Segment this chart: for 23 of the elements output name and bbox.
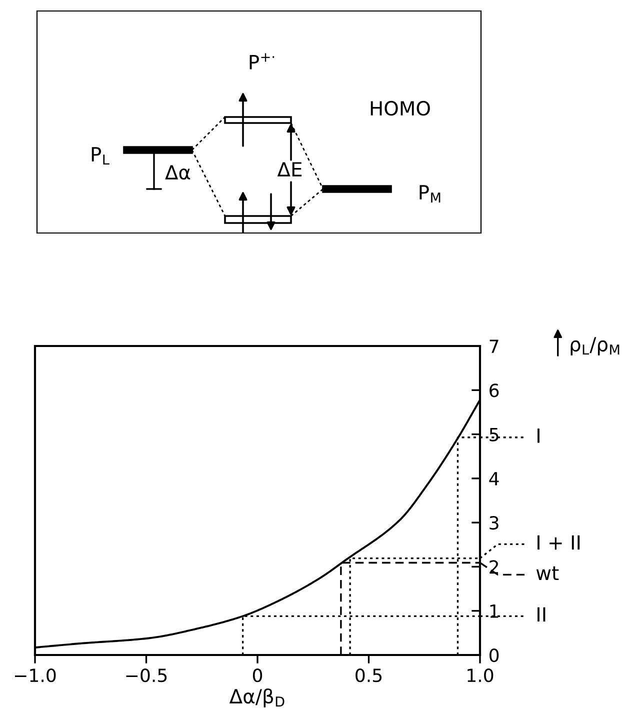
legend-label: II [538,607,546,622]
y-tick-label: 6 [490,384,499,398]
y-tick-label: 7 [490,340,498,353]
legend-label: I + II [538,535,580,550]
y-tick-label: 5 [490,428,498,442]
text: Δα [165,165,190,180]
x-tick-label: 0.5 [356,668,382,682]
x-tick-label: −0.5 [126,668,167,682]
y-tick-label: 3 [490,516,498,530]
text: HOMO [370,100,430,116]
text: P$^{+·}$ [250,53,274,70]
x-tick-label: 1.0 [468,668,494,682]
y-tick-label: 4 [489,472,499,486]
y-tick-label: 0 [490,648,499,662]
text: P$_{L}$ [92,147,110,165]
text: ΔE [277,162,302,176]
x-tick-label: −1.0 [14,668,56,682]
legend-label: wt [536,566,559,580]
x-tick-label: 0 [252,668,262,682]
x-axis-title: Δα/β$_{D}$ [229,688,284,708]
y-axis-title: ρ$_{L}$/ρ$_{M}$ [570,337,620,356]
legend-label: I [538,428,540,443]
text: P$_{M}$ [420,185,440,203]
